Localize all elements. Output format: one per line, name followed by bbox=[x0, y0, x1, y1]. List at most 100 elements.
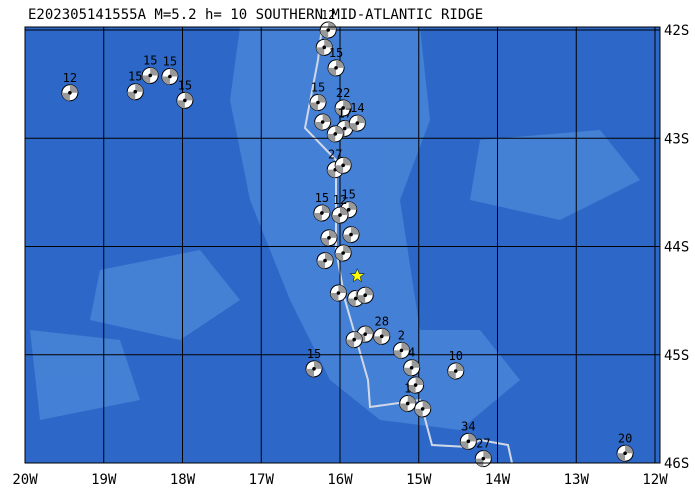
focal-mechanism bbox=[329, 284, 347, 302]
beachball-center bbox=[405, 401, 410, 406]
depth-label: 15 bbox=[311, 81, 325, 95]
beachball-center bbox=[323, 258, 327, 263]
focal-mechanism bbox=[403, 359, 421, 377]
beachball-center bbox=[68, 90, 72, 95]
beachball-center bbox=[312, 367, 316, 371]
focal-mechanism bbox=[309, 94, 327, 112]
x-tick-label: 16W bbox=[327, 472, 353, 488]
beachball-center bbox=[353, 296, 358, 301]
x-tick-label: 18W bbox=[170, 472, 196, 488]
x-tick-label: 20W bbox=[12, 472, 38, 488]
depth-label: 15 bbox=[307, 347, 321, 361]
x-tick-label: 14W bbox=[485, 472, 511, 488]
x-tick-label: 13W bbox=[564, 472, 590, 488]
depth-label: 34 bbox=[461, 419, 475, 433]
map-title: E202305141555A M=5.2 h= 10 SOUTHERN MID-… bbox=[28, 7, 483, 23]
x-tick-label: 15W bbox=[406, 472, 432, 488]
depth-label: 20 bbox=[618, 431, 632, 445]
focal-mechanism bbox=[314, 113, 332, 131]
beachball-center bbox=[338, 213, 342, 217]
beachball-center bbox=[168, 74, 172, 79]
depth-label: 15 bbox=[315, 191, 329, 205]
beachball-center bbox=[316, 100, 320, 105]
focal-mechanism bbox=[342, 226, 360, 244]
focal-mechanism bbox=[176, 91, 194, 109]
depth-label: 14 bbox=[350, 101, 364, 115]
depth-label: 2 bbox=[398, 328, 405, 342]
focal-mechanism bbox=[327, 59, 345, 77]
beachball-center bbox=[322, 45, 327, 50]
y-tick-label: 42S bbox=[664, 23, 689, 39]
focal-mechanism bbox=[407, 376, 425, 394]
frame bbox=[24, 26, 661, 464]
beachball-center bbox=[623, 451, 627, 456]
beachball-center bbox=[409, 365, 414, 370]
x-tick-label: 19W bbox=[91, 472, 117, 488]
depth-label: 28 bbox=[375, 314, 389, 328]
focal-mechanism bbox=[348, 114, 366, 132]
depth-label: 22 bbox=[336, 86, 350, 100]
beachball-center bbox=[466, 439, 471, 444]
depth-label: 17 bbox=[337, 107, 351, 121]
focal-mechanism bbox=[447, 362, 465, 380]
beachball-center bbox=[453, 369, 458, 373]
x-tick-label: 12W bbox=[642, 472, 668, 488]
depth-label: 12 bbox=[63, 71, 77, 85]
beachball-center bbox=[341, 163, 345, 168]
focal-mechanism bbox=[320, 229, 338, 247]
beachball-center bbox=[333, 132, 338, 136]
focal-mechanism bbox=[373, 327, 391, 345]
plate-boundary bbox=[303, 26, 513, 464]
focal-mechanism bbox=[161, 68, 179, 86]
focal-mechanism bbox=[392, 341, 410, 359]
beachball-center bbox=[342, 126, 347, 131]
focal-mechanism bbox=[305, 360, 323, 378]
beachball-center bbox=[352, 337, 356, 342]
depth-label: 10 bbox=[449, 349, 463, 363]
focal-mechanism bbox=[459, 432, 477, 450]
beachball-center bbox=[334, 66, 338, 70]
focal-mechanism bbox=[315, 38, 333, 56]
beachball-center bbox=[341, 251, 345, 255]
depth-label: 15 bbox=[329, 46, 343, 60]
focal-mechanism bbox=[414, 400, 432, 418]
x-tick-label: 17W bbox=[249, 472, 275, 488]
beachball-center bbox=[379, 334, 384, 339]
focal-mechanism bbox=[334, 156, 352, 174]
depth-label: 15 bbox=[163, 55, 177, 69]
depth-label: 1 bbox=[404, 381, 411, 395]
depth-label: 4 bbox=[408, 346, 415, 360]
beachball-center bbox=[346, 207, 351, 212]
beachball-center bbox=[148, 73, 153, 78]
focal-mechanism bbox=[141, 66, 159, 84]
y-tick-label: 44S bbox=[664, 240, 689, 256]
focal-mechanism bbox=[399, 394, 417, 412]
focal-mechanism bbox=[313, 204, 331, 222]
depth-label: 12 bbox=[321, 8, 335, 22]
beachball-center bbox=[183, 98, 187, 103]
y-tick-label: 43S bbox=[664, 131, 689, 147]
beachball-center bbox=[327, 236, 331, 240]
beachball-center bbox=[363, 293, 368, 298]
beachball-center bbox=[326, 28, 330, 32]
focal-mechanism bbox=[316, 252, 334, 270]
beachball-center bbox=[320, 211, 324, 215]
focal-mechanism bbox=[334, 244, 352, 262]
focal-mechanism bbox=[345, 331, 363, 349]
beachball-center bbox=[341, 106, 345, 110]
focal-mechanism bbox=[616, 444, 634, 462]
beachball-center bbox=[320, 120, 325, 124]
depth-label: 12 bbox=[333, 193, 347, 207]
depth-label: 15 bbox=[143, 53, 157, 67]
beachball-center bbox=[481, 456, 486, 461]
beachball-center bbox=[355, 121, 360, 125]
beachball-center bbox=[133, 89, 138, 94]
beachball-center bbox=[349, 232, 353, 237]
focal-mechanism bbox=[326, 125, 344, 143]
y-tick-label: 45S bbox=[664, 348, 689, 364]
bathymetry bbox=[30, 27, 640, 430]
focal-mechanism bbox=[356, 286, 374, 304]
beachball-center bbox=[420, 407, 425, 411]
y-tick-label: 46S bbox=[664, 456, 689, 472]
